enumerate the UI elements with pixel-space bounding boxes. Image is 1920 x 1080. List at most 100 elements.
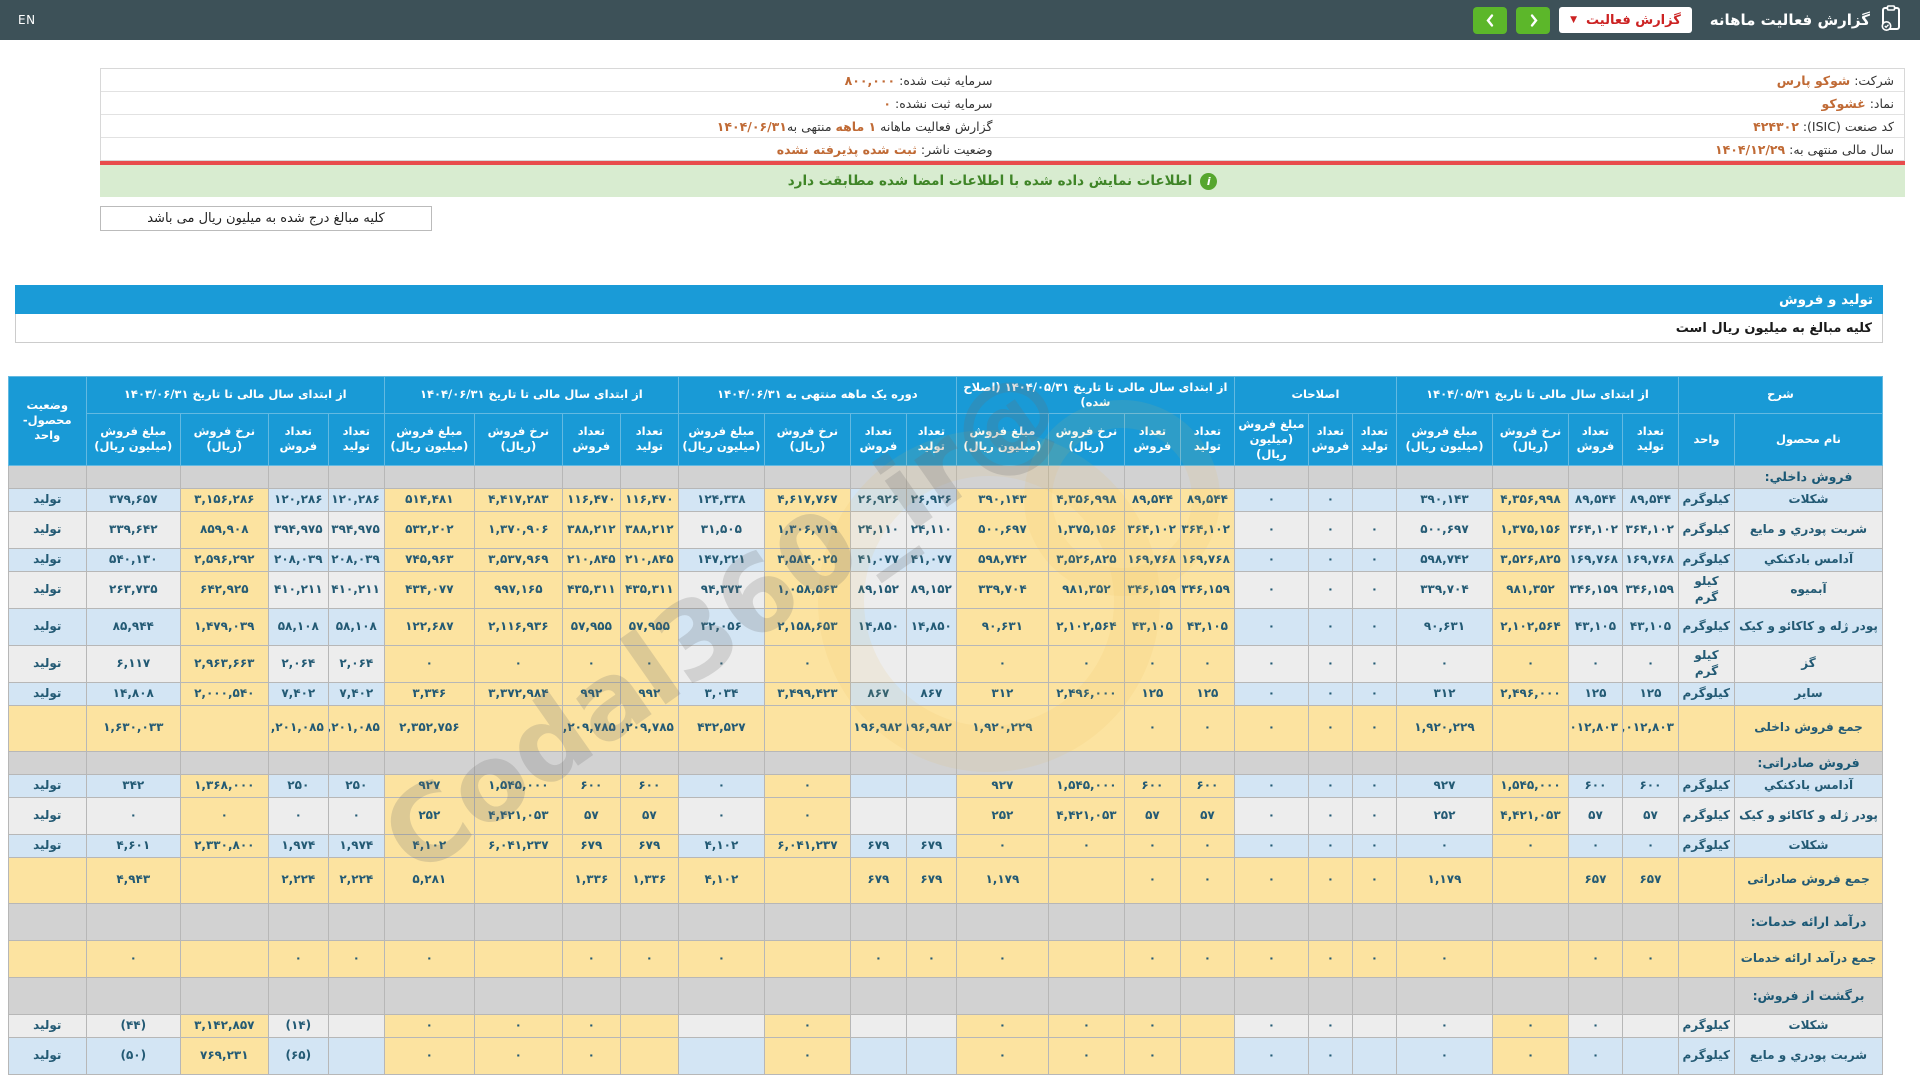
value-cell — [327, 976, 385, 1015]
value-cell: ۴,۹۴۳ — [85, 856, 181, 904]
value-cell — [179, 464, 269, 489]
value-cell — [383, 750, 475, 775]
value-cell: ۱۹۶,۹۸۲ — [905, 704, 957, 752]
value-cell — [1307, 902, 1353, 941]
value-cell: ۱۶۹,۷۶۸ — [1123, 547, 1181, 572]
value-cell: ۳,۳۴۶ — [383, 681, 475, 706]
value-cell — [849, 1036, 907, 1075]
value-cell: ۲,۴۹۶,۰۰۰ — [1491, 681, 1569, 706]
report-type-dropdown[interactable]: گزارش فعالیت ▼ — [1559, 7, 1692, 33]
column-header: نرخ فروش (ریال) — [1047, 412, 1125, 466]
value-cell: ۰ — [1351, 704, 1397, 752]
value-cell — [327, 902, 385, 941]
value-cell: ۰ — [1567, 833, 1623, 858]
value-cell: ۰ — [1621, 833, 1679, 858]
value-cell: ۰ — [1567, 939, 1623, 978]
value-cell — [473, 704, 563, 752]
value-cell — [85, 750, 181, 775]
value-cell: ۳۹۰,۱۴۳ — [1395, 487, 1493, 512]
column-header: واحد — [1677, 412, 1736, 466]
value-cell: ۳۳۹,۷۰۴ — [1395, 570, 1493, 609]
value-cell — [955, 750, 1049, 775]
value-cell: ۶۷۹ — [849, 833, 907, 858]
isic-label: کد صنعت (ISIC): — [1802, 118, 1894, 134]
column-header: تعداد تولید — [905, 412, 957, 466]
value-cell: ۱,۳۷۵,۱۵۶ — [1047, 510, 1125, 549]
product-name-cell: آدامس بادکنکي — [1734, 773, 1883, 798]
value-cell: ۱,۲۰۱,۰۸۵ — [327, 704, 385, 752]
value-cell: ۴,۶۰۱ — [85, 833, 181, 858]
value-cell: ۵۱۴,۴۸۱ — [383, 487, 475, 512]
unit-cell: کیلو گرم — [1677, 644, 1736, 683]
value-cell — [1307, 464, 1353, 489]
value-cell — [1351, 1036, 1397, 1075]
company-label: شرکت: — [1854, 72, 1894, 88]
value-cell: ۰ — [1351, 644, 1397, 683]
language-toggle[interactable]: EN — [18, 13, 36, 27]
symbol-value: غشوکو — [1821, 95, 1866, 111]
company-info-panel: شرکت: شوکو پارس سرمایه ثبت شده: ۸۰۰,۰۰۰ … — [100, 68, 1905, 231]
status-cell — [7, 976, 87, 1015]
value-cell: ۵۸,۱۰۸ — [327, 607, 385, 646]
previous-report-button[interactable] — [1473, 6, 1508, 34]
value-cell: ۱,۹۲۰,۲۲۹ — [1395, 704, 1493, 752]
value-cell: ۲۴,۱۱۰ — [905, 510, 957, 549]
unit-cell — [1677, 704, 1736, 752]
value-cell: ۵۸,۱۰۸ — [267, 607, 329, 646]
value-cell — [561, 902, 621, 941]
value-cell: ۸۵,۹۴۴ — [85, 607, 181, 646]
status-cell: تولید — [7, 510, 87, 549]
column-header: تعداد فروش — [1307, 412, 1353, 466]
value-cell: ۰ — [1123, 1013, 1181, 1038]
value-cell — [1351, 487, 1397, 512]
column-header: نرخ فروش (ریال) — [473, 412, 563, 466]
value-cell: ۰ — [1233, 607, 1309, 646]
value-cell: ۳,۴۹۹,۴۲۳ — [763, 681, 851, 706]
value-cell — [1179, 1013, 1235, 1038]
value-cell: ۳۱,۵۰۵ — [677, 510, 765, 549]
unit-cell: کیلوگرم — [1677, 547, 1736, 572]
value-cell: ۱,۰۱۲,۸۰۳ — [1621, 704, 1679, 752]
value-cell — [1395, 750, 1493, 775]
value-cell: ۴,۴۲۱,۰۵۳ — [1047, 796, 1125, 835]
value-cell: ۵,۲۸۱ — [383, 856, 475, 904]
product-row: آدامس بادکنکي کیلوگرم ۱۶۹,۷۶۸ ۱۶۹,۷۶۸ ۳,۵۲۶,… — [7, 547, 1883, 572]
value-cell — [1123, 750, 1181, 775]
value-cell: ۱,۱۷۹ — [955, 856, 1049, 904]
value-cell — [677, 464, 765, 489]
value-cell: ۰ — [1047, 1013, 1125, 1038]
value-cell: ۴۳,۱۰۵ — [1179, 607, 1235, 646]
registered-capital-label: سرمایه ثبت شده: — [899, 72, 993, 88]
value-cell: ۶۰۰ — [561, 773, 621, 798]
status-cell — [7, 902, 87, 941]
value-cell: ۲,۹۶۳,۶۶۳ — [179, 644, 269, 683]
value-cell: ۲۵۰ — [327, 773, 385, 798]
value-cell: ۳۹۴,۹۷۵ — [327, 510, 385, 549]
value-cell: ۶۰۰ — [1621, 773, 1679, 798]
status-column-header: وضعیت محصول-واحد — [7, 376, 87, 466]
value-cell — [1621, 1036, 1679, 1075]
value-cell — [1047, 856, 1125, 904]
value-cell: ۷,۴۰۲ — [327, 681, 385, 706]
section-row: فروش صادراتی: — [7, 750, 1883, 775]
value-cell — [619, 750, 679, 775]
value-cell: ۰ — [763, 773, 851, 798]
value-cell: ۶۷۹ — [905, 856, 957, 904]
value-cell: ۹۰,۶۳۱ — [955, 607, 1049, 646]
value-cell: ۱۶۹,۷۶۸ — [1621, 547, 1679, 572]
value-cell: ۳,۱۵۶,۲۸۶ — [179, 487, 269, 512]
product-name-cell: شکلات — [1734, 487, 1883, 512]
value-cell: ۰ — [955, 644, 1049, 683]
value-cell: ۹۸۱,۳۵۲ — [1047, 570, 1125, 609]
value-cell: ۰ — [955, 1013, 1049, 1038]
value-cell: ۷۶۹,۲۳۱ — [179, 1036, 269, 1075]
column-header: تعداد فروش — [1123, 412, 1181, 466]
column-header: تعداد تولید — [327, 412, 385, 466]
value-cell: ۴۳,۱۰۵ — [1567, 607, 1623, 646]
value-cell — [1567, 902, 1623, 941]
value-cell: ۵۷ — [1567, 796, 1623, 835]
value-cell: ۰ — [955, 1036, 1049, 1075]
next-report-button[interactable] — [1516, 6, 1551, 34]
value-cell — [383, 902, 475, 941]
value-cell: ۰ — [763, 644, 851, 683]
